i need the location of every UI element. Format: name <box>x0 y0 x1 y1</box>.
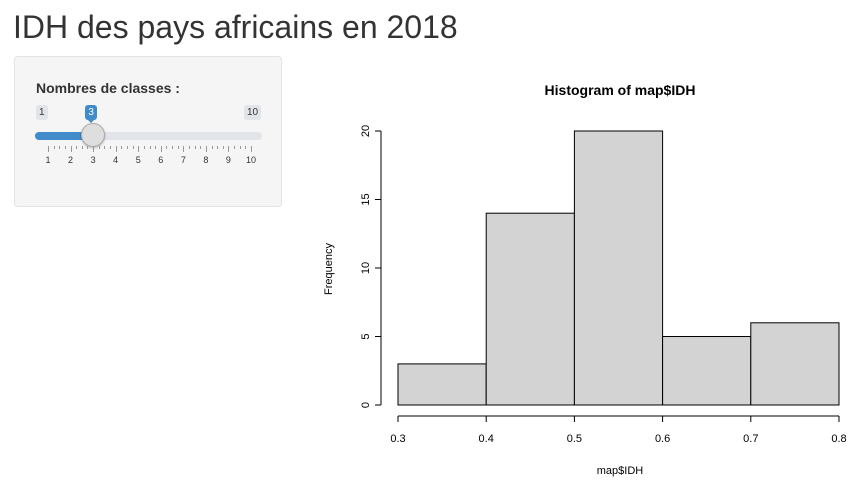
slider-grid-tick <box>228 146 230 152</box>
slider-grid-label: 9 <box>225 155 231 165</box>
slider-grid-minor-tick <box>211 146 213 149</box>
histogram-svg: Histogram of map$IDH map$IDH Frequency 0… <box>323 82 847 477</box>
histogram-bar <box>750 322 840 406</box>
slider-grid-tick <box>160 146 162 152</box>
slider-grid-label: 10 <box>245 155 257 165</box>
y-tick-label: 10 <box>360 262 372 274</box>
slider-grid-minor-tick <box>53 146 55 149</box>
slider-grid-tick <box>183 146 185 152</box>
y-tick-label: 5 <box>360 333 372 339</box>
slider-grid-minor-tick <box>245 146 247 149</box>
histogram-bar <box>573 130 664 406</box>
slider-grid-minor-tick <box>76 146 78 149</box>
histogram-bar <box>485 212 575 406</box>
y-axis-label: Frequency <box>323 243 335 295</box>
slider-grid: 1 2 3 4 5 6 7 8 9 10 <box>15 57 283 208</box>
slider-grid-minor-tick <box>126 146 128 149</box>
y-tick-label: 0 <box>360 402 372 408</box>
slider-grid-tick <box>205 146 207 152</box>
x-tick-label: 0.3 <box>390 433 405 445</box>
slider-grid-minor-tick <box>121 146 123 149</box>
x-tick-label: 0.7 <box>743 433 758 445</box>
slider-grid-minor-tick <box>222 146 224 149</box>
slider-max-label: 10 <box>244 105 262 120</box>
slider-grid-minor-tick <box>64 146 66 149</box>
slider-value-label: 3 <box>85 105 98 123</box>
sidebar-panel: Nombres de classes : 1 10 3 1 2 3 4 5 6 7 8 9 10 <box>14 56 282 207</box>
slider-grid-minor-tick <box>177 146 179 149</box>
slider-grid-label: 6 <box>158 155 164 165</box>
slider-grid-tick <box>48 146 49 152</box>
slider-grid-minor-tick <box>239 146 241 149</box>
x-tick-label: 0.8 <box>831 433 846 445</box>
slider-grid-tick <box>70 146 72 152</box>
slider-grid-label: 4 <box>113 155 119 165</box>
y-tick-label: 15 <box>360 193 372 205</box>
slider-grid-tick <box>138 146 140 152</box>
histogram-bar <box>662 336 752 406</box>
histogram-bar <box>397 363 487 406</box>
slider-grid-minor-tick <box>104 146 106 149</box>
slider-grid-label: 2 <box>68 155 74 165</box>
slider-grid-label: 8 <box>203 155 209 165</box>
slider-grid-minor-tick <box>188 146 190 149</box>
x-tick-label: 0.6 <box>655 433 670 445</box>
slider-grid-minor-tick <box>98 146 100 149</box>
chart-title: Histogram of map$IDH <box>545 82 696 98</box>
slider-grid-minor-tick <box>155 146 157 149</box>
page-title: IDH des pays africains en 2018 <box>13 9 458 45</box>
slider-grid-minor-tick <box>194 146 196 149</box>
slider-grid-minor-tick <box>81 146 83 149</box>
slider-grid-minor-tick <box>166 146 168 149</box>
slider-grid-tick <box>251 146 252 152</box>
slider-grid-minor-tick <box>87 146 89 149</box>
slider-grid-minor-tick <box>149 146 151 149</box>
slider-label: Nombres de classes : <box>36 80 180 96</box>
slider-grid-label: 1 <box>45 155 51 165</box>
y-tick-label: 20 <box>360 125 372 137</box>
slider-grid-label: 7 <box>180 155 186 165</box>
slider-grid-minor-tick <box>217 146 219 149</box>
slider-grid-minor-tick <box>143 146 145 149</box>
slider-grid-minor-tick <box>172 146 174 149</box>
histogram-plot: Histogram of map$IDH map$IDH Frequency 0… <box>300 60 863 498</box>
slider-grid-minor-tick <box>59 146 61 149</box>
slider-min-label: 1 <box>36 105 48 120</box>
slider-grid-tick <box>93 146 95 152</box>
slider-grid-label: 5 <box>135 155 141 165</box>
slider-grid-minor-tick <box>132 146 134 149</box>
x-axis-label: map$IDH <box>597 465 644 477</box>
slider-grid-label: 3 <box>90 155 96 165</box>
slider-grid-tick <box>115 146 117 152</box>
slider-fill-bar <box>35 132 94 140</box>
slider-grid-minor-tick <box>110 146 112 149</box>
slider-grid-minor-tick <box>200 146 202 149</box>
slider-grid-minor-tick <box>234 146 236 149</box>
x-tick-label: 0.5 <box>567 433 582 445</box>
x-tick-label: 0.4 <box>479 433 494 445</box>
slider-track[interactable] <box>35 132 262 140</box>
